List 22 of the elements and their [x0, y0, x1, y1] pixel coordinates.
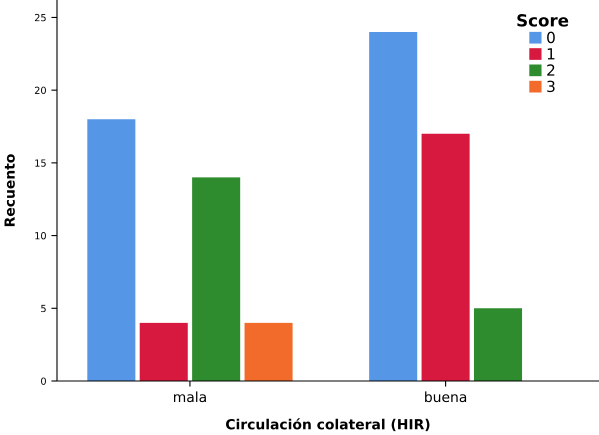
bar: [87, 119, 136, 381]
legend-label: 3: [547, 80, 555, 92]
x-tick-label: buena: [425, 391, 466, 402]
legend-label: 0: [547, 32, 555, 44]
y-tick-label: 5: [41, 304, 46, 312]
bar: [244, 322, 293, 381]
y-tick-label: 20: [34, 86, 46, 94]
legend-label: 1: [548, 48, 554, 60]
x-tick-label: mala: [174, 391, 206, 402]
y-tick-label: 15: [35, 159, 46, 167]
y-tick-label: 10: [35, 232, 46, 240]
bar: [192, 177, 240, 381]
y-tick-label: 0: [41, 377, 46, 385]
bar: [422, 134, 470, 381]
bar: [140, 322, 188, 381]
y-axis-title: Recuento: [4, 154, 15, 226]
legend-label: 2: [547, 64, 554, 76]
bar: [474, 308, 522, 381]
bar: [369, 32, 418, 381]
y-tick-label: 25: [34, 14, 46, 22]
legend-title: Score: [517, 14, 568, 27]
x-axis-title: Circulación colateral (HIR): [226, 418, 430, 432]
